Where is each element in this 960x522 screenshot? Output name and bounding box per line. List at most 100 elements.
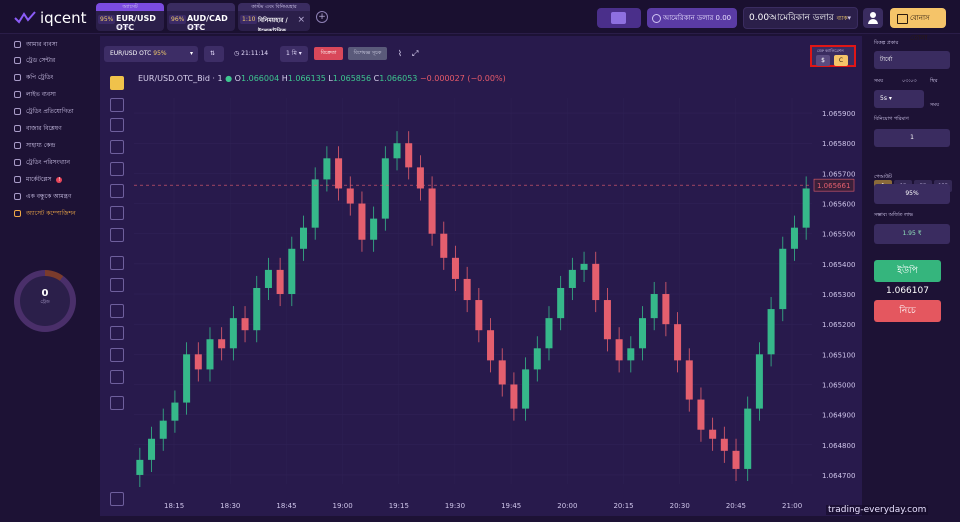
eye-icon[interactable] <box>110 370 124 384</box>
forecast-icon[interactable] <box>110 206 124 220</box>
sidebar-item-market-analysis[interactable]: বাজার বিশ্লেষণ <box>14 123 62 134</box>
x-tick-label: 18:15 <box>164 502 184 510</box>
x-tick-label: 18:45 <box>276 502 296 510</box>
lock-draw-icon[interactable] <box>110 326 124 340</box>
x-tick-label: 18:30 <box>220 502 240 510</box>
lock-icon[interactable] <box>110 348 124 362</box>
current-price-label: 1.065661 <box>817 182 850 190</box>
chart-type-icon[interactable]: ⌇ <box>398 49 402 58</box>
candle-body <box>405 143 413 168</box>
sidebar-item-invite[interactable]: এক বন্ধুকে আমন্ত্রণ <box>14 191 71 202</box>
zoom-icon[interactable] <box>110 278 124 292</box>
bonus-button[interactable]: বোনাস তোলা <box>890 8 946 42</box>
drawing-toolbar <box>106 72 130 512</box>
current-price: 1.066107 <box>886 286 929 296</box>
candle-body <box>159 420 167 439</box>
asset-tab-currency[interactable]: কাস্টম এবং বিনিময়হার 1:10 বিনিময়হার / … <box>238 3 310 31</box>
asset-payout: 95% <box>153 50 167 57</box>
candle-body <box>638 318 647 349</box>
candle-body <box>241 318 249 331</box>
balance-selector[interactable]: 0.00আমেরিকান ডলার ব্যাক ▾ <box>743 7 858 29</box>
assets-icon <box>14 210 21 217</box>
candle-body <box>732 450 740 469</box>
currency-dollar-button[interactable]: $ <box>816 55 830 66</box>
candle-body <box>802 188 810 228</box>
pattern-icon[interactable] <box>110 184 124 198</box>
candlestick-chart[interactable]: 1.065900 1.065800 1.065700 1.065600 1.065500… <box>100 36 862 516</box>
candle-body <box>779 248 787 310</box>
demo-account-button[interactable]: আমেরিকান ডলার 0.00 <box>647 8 737 28</box>
balance-value: 0.00আমেরিকান ডলার <box>749 13 834 23</box>
time-select[interactable]: 5s ▾ <box>874 90 924 108</box>
stats-icon <box>14 159 21 166</box>
candle-body <box>580 263 588 270</box>
store-icon <box>14 176 21 183</box>
asset-name: EUR/USD OTC <box>110 50 152 57</box>
asset-tab-audcad[interactable]: 96% AUD/CAD OTC $1.00 <box>167 3 235 31</box>
option-type-select[interactable]: টার্বো <box>874 51 950 69</box>
ruler-icon[interactable] <box>110 256 124 270</box>
asset-selector[interactable]: EUR/USD OTC 95% ▾ <box>104 46 198 62</box>
payout-value: 95% <box>874 184 950 204</box>
tab-asset-name: AUD/CAD OTC <box>187 14 228 31</box>
layers-icon[interactable] <box>110 492 124 506</box>
sidebar-item-assets[interactable]: অ্যাসেট কম্পোজিশন <box>14 208 76 219</box>
crosshair-icon[interactable] <box>110 76 124 90</box>
sidebar-item-trade-center[interactable]: ট্রেড সেন্টার <box>14 55 55 66</box>
user-icon[interactable] <box>863 8 883 28</box>
chart-area[interactable]: EUR/USD OTC 95% ▾ ⇅ ◷ 21:11:14 1 মি ▾ বি… <box>100 36 862 516</box>
candle-body <box>276 269 284 295</box>
trend-line-icon[interactable] <box>110 98 124 112</box>
candle-body <box>288 248 296 295</box>
sidebar-item-label: কপি ট্রেডিং <box>26 74 54 81</box>
sidebar-item-marketplace[interactable]: মার্কেটপ্লেস! <box>14 174 63 185</box>
currency-c-button[interactable]: C <box>834 55 848 66</box>
symbol-label: EUR/USD.OTC_Bid · 1 <box>138 74 223 83</box>
sidebar-item-help[interactable]: সাহায্য কেন্দ্র <box>14 140 55 151</box>
treasure-chest-icon[interactable] <box>597 8 641 28</box>
text-icon[interactable] <box>110 162 124 176</box>
brand-logo[interactable]: iqcent <box>14 9 87 27</box>
close-icon[interactable]: × <box>297 15 305 25</box>
brush-icon[interactable] <box>110 140 124 154</box>
candle-body <box>229 318 237 349</box>
help-icon <box>14 142 21 149</box>
y-tick-label: 1.065600 <box>822 201 855 209</box>
fib-icon[interactable] <box>110 118 124 132</box>
add-tab-button[interactable]: + <box>316 11 328 23</box>
change-value: −0.000027 (−0.00%) <box>419 74 506 83</box>
indicator-button[interactable]: বিশেষজ্ঞ সূচক <box>348 47 387 60</box>
candle-body <box>335 158 343 189</box>
candle-body <box>136 459 144 475</box>
down-button[interactable]: নিচে <box>874 300 941 322</box>
amount-stepper[interactable]: 1 <box>874 129 950 147</box>
sidebar-item-tournaments[interactable]: ট্রেডিং প্রতিযোগিতা <box>14 106 74 117</box>
trade-count-label: ট্রেড <box>40 299 50 305</box>
up-button[interactable]: ইউপি <box>874 260 941 282</box>
timeframe-selector[interactable]: 1 মি ▾ <box>280 46 308 62</box>
candle-body <box>498 360 506 385</box>
tab-header <box>167 3 235 11</box>
asset-tab-eurusd[interactable]: অ্যাসেট 95% EUR/USD OTC $1.00 <box>96 3 164 31</box>
sidebar-item-statistics[interactable]: ট্রেডিং পরিসংখ্যান <box>14 157 70 168</box>
candle-body <box>463 278 471 301</box>
candle-body <box>720 438 728 451</box>
sidebar-item-my-trades[interactable]: আমার ব্যবসা <box>14 39 57 50</box>
magnet-icon[interactable] <box>110 304 124 318</box>
high-value: 1.066135 <box>287 74 326 83</box>
sidebar-item-live-trades[interactable]: লাইভ ব্যবসা <box>14 89 56 100</box>
x-tick-label: 19:00 <box>333 502 353 510</box>
amount-value: 1 <box>910 134 914 141</box>
trash-icon[interactable] <box>110 396 124 410</box>
fix-option[interactable]: সময় <box>930 102 940 108</box>
settings-sliders-icon[interactable]: ⇅ <box>204 46 224 62</box>
ohlc-info: EUR/USD.OTC_Bid · 1 ● O1.066004 H1.06613… <box>138 74 506 83</box>
sidebar-item-copy-trading[interactable]: কপি ট্রেডিং <box>14 72 53 83</box>
fullscreen-icon[interactable]: ⤢ <box>412 49 419 58</box>
analysis-icon <box>14 125 21 132</box>
heart-icon[interactable] <box>110 228 124 242</box>
sellers-button[interactable]: বিক্রেতা <box>314 47 343 60</box>
trophy-icon <box>14 108 21 115</box>
candle-body <box>744 408 752 469</box>
y-tick-label: 1.064800 <box>822 442 855 450</box>
